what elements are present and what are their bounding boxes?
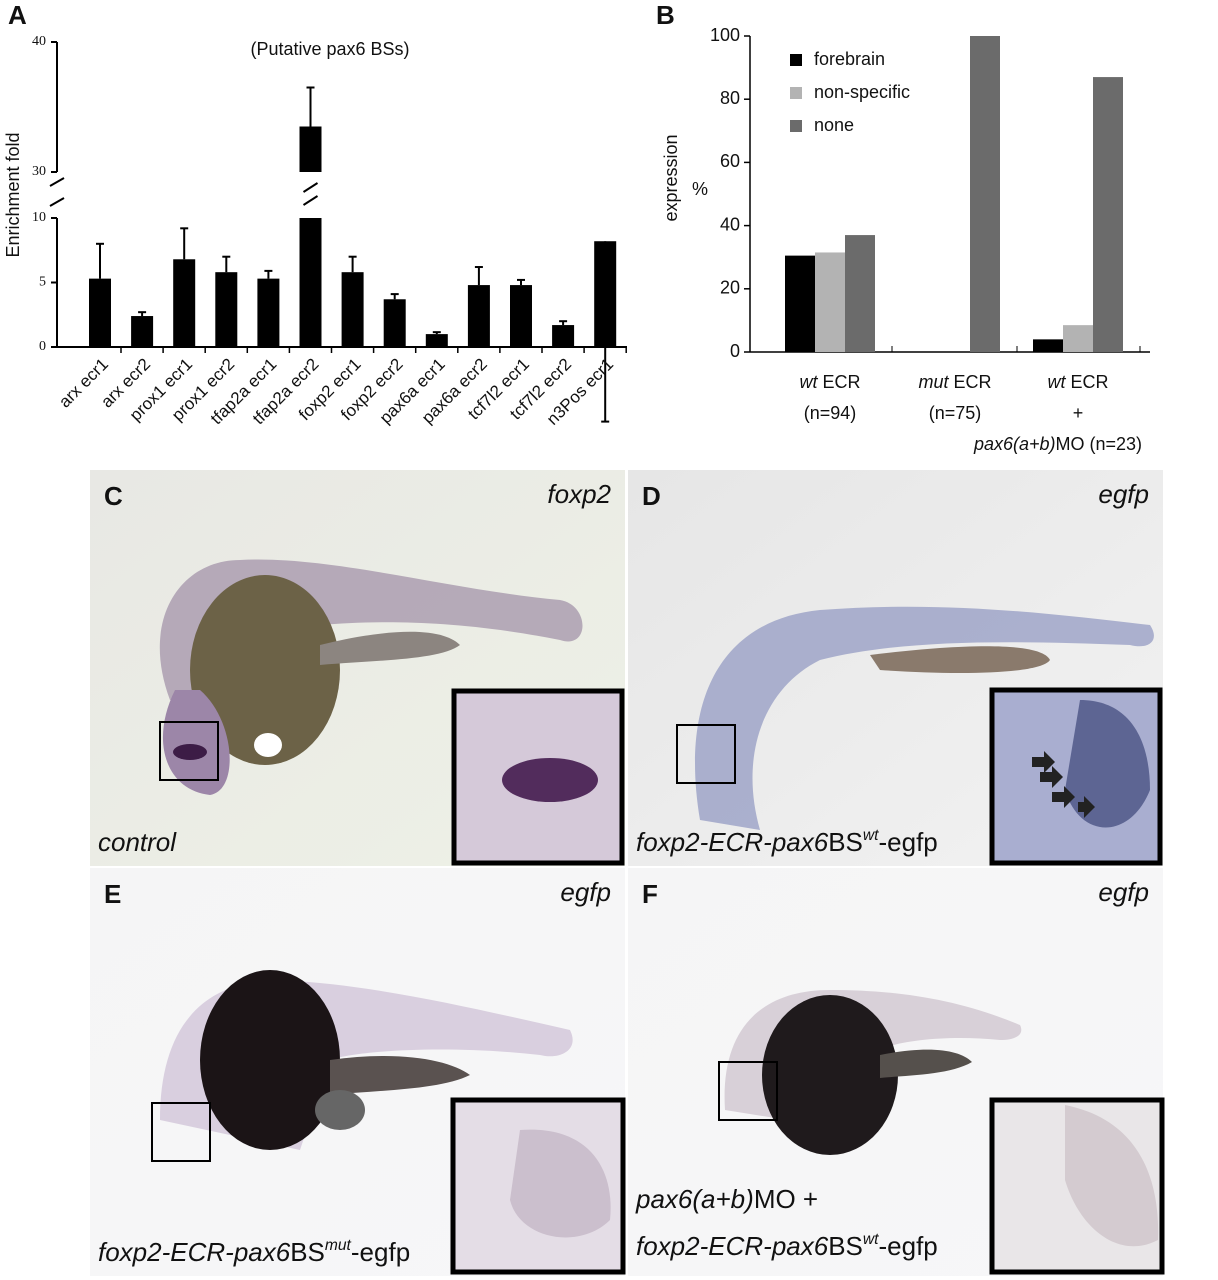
- x-tick-label: +: [1073, 403, 1084, 423]
- y-tick-label: 80: [720, 88, 740, 108]
- x-tick-label: (n=75): [929, 403, 982, 423]
- x-tick-label: mut ECR: [918, 372, 991, 392]
- bar: [89, 278, 111, 347]
- gene-label: egfp: [1098, 479, 1149, 509]
- bar: [131, 316, 154, 347]
- text-segment: foxp2-ECR-pax6: [636, 1231, 829, 1261]
- text-segment: pax6(a+b): [973, 434, 1056, 454]
- gene-label: egfp: [560, 877, 611, 907]
- text-segment: MO (n=23): [1056, 434, 1143, 454]
- y-axis-label: %: [692, 179, 708, 199]
- text-segment: BS: [828, 827, 863, 857]
- chart-title: (Putative pax6 BSs): [250, 39, 409, 59]
- y-axis-label: Enrichment fold: [3, 132, 23, 257]
- panel-d-image: [628, 470, 1163, 866]
- panel-letter: C: [104, 481, 123, 511]
- bar: [257, 278, 280, 347]
- legend-label: forebrain: [814, 49, 885, 69]
- bar: [215, 272, 238, 347]
- y-tick-label: 40: [720, 214, 740, 234]
- legend-label: non-specific: [814, 82, 910, 102]
- text-segment: BS: [828, 1231, 863, 1261]
- panel-letter: F: [642, 879, 658, 909]
- gene-label: foxp2: [547, 479, 611, 509]
- bar: [815, 252, 845, 352]
- y-tick-label: 5: [39, 275, 46, 290]
- panel-letter: D: [642, 481, 661, 511]
- x-tick-label: wt ECR: [799, 372, 860, 392]
- bar: [1093, 77, 1123, 352]
- bar: [510, 285, 532, 347]
- y-tick-label: 40: [32, 34, 46, 49]
- y-axis-label: expression: [661, 134, 681, 221]
- legend-swatch: [790, 120, 802, 132]
- gene-label: egfp: [1098, 877, 1149, 907]
- y-tick-label: 20: [720, 278, 740, 298]
- panel-caption: foxp2-ECR-pax6BSwt-egfp: [636, 827, 938, 857]
- bar: [299, 218, 322, 347]
- y-tick-label: 100: [710, 25, 740, 45]
- panel-letter: A: [8, 0, 27, 30]
- legend-swatch: [790, 87, 802, 99]
- panel-e-image: [90, 868, 626, 1276]
- axis-break: [49, 177, 65, 187]
- bar: [299, 126, 322, 172]
- axis-break: [49, 197, 65, 207]
- text-segment: MO +: [754, 1184, 818, 1214]
- y-tick-label: 0: [39, 339, 46, 354]
- text-segment: (n=75): [929, 403, 982, 423]
- x-tick-label: wt ECR: [1047, 372, 1108, 392]
- text-segment: mut: [918, 372, 949, 392]
- text-segment: wt: [1047, 372, 1066, 392]
- text-segment: BS: [290, 1237, 325, 1267]
- text-segment: ECR: [817, 372, 860, 392]
- bar-break: [302, 195, 319, 206]
- x-tick-label: (n=94): [804, 403, 857, 423]
- text-segment: wt: [799, 372, 818, 392]
- panel-f-image: [628, 868, 1165, 1276]
- bar: [970, 36, 1000, 352]
- panel-caption: pax6(a+b)MO +: [635, 1184, 818, 1214]
- bar: [845, 235, 875, 352]
- text-segment: mut: [325, 1237, 352, 1254]
- text-segment: ECR: [1065, 372, 1108, 392]
- panel-c-image: [90, 470, 625, 866]
- text-segment: pax6(a+b): [635, 1184, 754, 1214]
- y-tick-label: 30: [32, 164, 46, 179]
- legend-label: none: [814, 115, 854, 135]
- panel-caption: control: [98, 827, 177, 857]
- text-segment: control: [98, 827, 177, 857]
- bar: [173, 259, 196, 347]
- bar: [341, 272, 364, 347]
- panel-letter: B: [656, 0, 675, 30]
- y-tick-label: 10: [32, 210, 46, 225]
- text-segment: wt: [863, 1231, 879, 1248]
- bar: [552, 325, 575, 347]
- bar: [467, 285, 490, 347]
- panel-letter: E: [104, 879, 121, 909]
- text-segment: +: [1073, 403, 1084, 423]
- text-segment: (n=94): [804, 403, 857, 423]
- text-segment: foxp2-ECR-pax6: [636, 827, 829, 857]
- bar: [425, 334, 448, 347]
- text-segment: foxp2-ECR-pax6: [98, 1237, 291, 1267]
- text-segment: -egfp: [351, 1237, 410, 1267]
- y-tick-label: 0: [730, 341, 740, 361]
- y-tick-label: 60: [720, 151, 740, 171]
- text-segment: wt: [863, 827, 879, 844]
- bar: [785, 255, 815, 352]
- bar-break: [302, 182, 319, 193]
- legend-swatch: [790, 54, 802, 66]
- text-segment: ECR: [949, 372, 992, 392]
- panel-caption: foxp2-ECR-pax6BSmut-egfp: [98, 1237, 410, 1267]
- panel-caption: foxp2-ECR-pax6BSwt-egfp: [636, 1231, 938, 1261]
- text-segment: -egfp: [878, 827, 937, 857]
- bar: [1063, 325, 1093, 352]
- bar: [383, 299, 406, 347]
- x-tick-label: pax6(a+b)MO (n=23): [973, 434, 1142, 454]
- bar: [1033, 339, 1063, 352]
- text-segment: -egfp: [878, 1231, 937, 1261]
